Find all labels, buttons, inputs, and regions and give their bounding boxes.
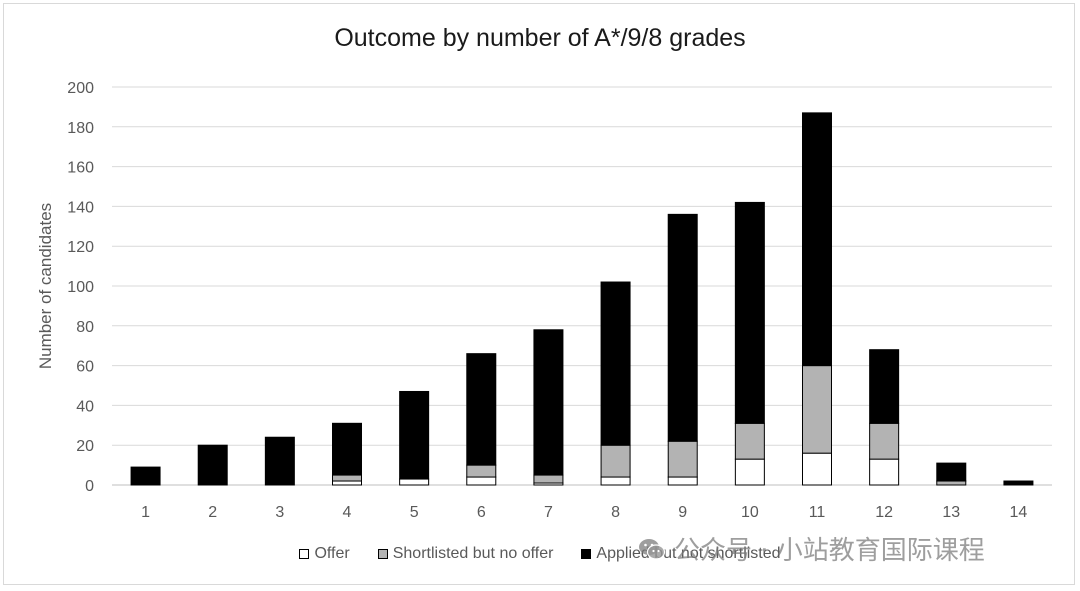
bar-offer-12: [869, 458, 900, 486]
legend-label-shortlisted: Shortlisted but no offer: [392, 545, 554, 562]
x-tick-label: 4: [343, 504, 352, 521]
y-tick-label: 100: [67, 279, 94, 296]
bar-applied-9: [667, 213, 698, 442]
bar-applied-1: [130, 466, 161, 486]
bar-applied-6: [466, 353, 497, 466]
y-tick-label: 180: [67, 120, 94, 137]
bar-applied-8: [600, 281, 631, 446]
chart-title: Outcome by number of A*/9/8 grades: [334, 24, 746, 52]
legend-item-offer: Offer: [299, 543, 350, 565]
watermark-text: 公众号 · 小站教育国际课程: [674, 536, 985, 566]
y-tick-label: 60: [76, 359, 94, 376]
bar-applied-5: [399, 390, 430, 480]
y-tick-label: 140: [67, 199, 94, 216]
bar-applied-12: [869, 349, 900, 424]
watermark: 公众号 · 小站教育国际课程: [638, 530, 985, 567]
bar-offer-10: [734, 458, 765, 486]
x-tick-label: 12: [875, 504, 893, 521]
y-tick-label: 40: [76, 398, 94, 415]
bar-applied-10: [734, 201, 765, 424]
bar-offer-9: [667, 476, 698, 486]
y-tick-label: 80: [76, 319, 94, 336]
bar-applied-11: [802, 112, 832, 367]
legend-swatch-shortlisted: [377, 549, 388, 559]
y-tick-label: 120: [67, 239, 94, 256]
x-tick-label: 13: [942, 504, 960, 521]
bar-applied-2: [197, 444, 228, 486]
bar-offer-5: [399, 478, 430, 486]
x-tick-label: 2: [208, 504, 217, 521]
legend-label-offer: Offer: [314, 545, 350, 562]
y-tick-label: 160: [67, 160, 94, 177]
bar-offer-4: [332, 480, 362, 486]
bar-applied-4: [332, 422, 362, 476]
bar-shortlisted-13: [936, 480, 967, 486]
bar-shortlisted-6: [466, 464, 497, 478]
x-tick-label: 10: [741, 504, 759, 521]
y-tick-label: 0: [85, 478, 94, 495]
legend-item-shortlisted: Shortlisted but no offer: [377, 543, 554, 565]
bar-shortlisted-11: [802, 365, 832, 454]
bar-applied-3: [264, 436, 295, 486]
bar-shortlisted-8: [600, 444, 631, 478]
bar-applied-7: [533, 329, 564, 476]
legend-swatch-offer: [299, 549, 310, 559]
bar-shortlisted-4: [332, 474, 362, 482]
x-tick-label: 11: [809, 504, 826, 521]
y-tick-label: 20: [76, 438, 94, 455]
bar-shortlisted-10: [734, 422, 765, 460]
chart-frame: [3, 3, 1075, 585]
bar-offer-8: [600, 476, 631, 486]
x-tick-label: 5: [410, 504, 419, 521]
bar-shortlisted-7: [533, 474, 564, 484]
x-tick-label: 3: [275, 504, 284, 521]
bar-applied-14: [1003, 480, 1034, 486]
x-tick-label: 7: [544, 504, 553, 521]
x-tick-label: 1: [141, 504, 150, 521]
legend-swatch-applied: [581, 549, 592, 559]
bar-offer-6: [466, 476, 497, 486]
wechat-icon: [639, 538, 666, 560]
y-tick-label: 200: [67, 80, 94, 97]
x-tick-label: 9: [678, 504, 687, 521]
bar-shortlisted-9: [667, 440, 698, 478]
bar-offer-11: [802, 452, 832, 486]
bar-applied-13: [936, 462, 967, 482]
bar-shortlisted-12: [869, 422, 900, 460]
x-tick-label: 14: [1010, 504, 1028, 521]
x-tick-label: 8: [611, 504, 620, 521]
x-tick-label: 6: [477, 504, 486, 521]
